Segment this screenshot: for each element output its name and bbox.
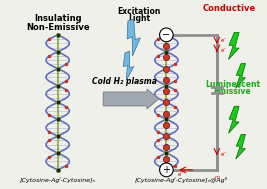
Text: Cold H₂ plasma: Cold H₂ plasma <box>92 77 157 86</box>
Text: [Cytosine-Agᴵ-Cytosine]ₙ@Ag⁰: [Cytosine-Agᴵ-Cytosine]ₙ@Ag⁰ <box>134 177 227 183</box>
Text: e⁻: e⁻ <box>221 48 227 53</box>
Text: +: + <box>162 165 170 175</box>
Circle shape <box>160 163 173 177</box>
Text: Light: Light <box>128 14 150 23</box>
Text: e⁻: e⁻ <box>178 172 184 177</box>
Text: Excitation: Excitation <box>117 7 161 16</box>
Text: e⁻: e⁻ <box>221 38 227 43</box>
Circle shape <box>160 28 173 42</box>
Text: [Cytosine-Agᴵ-Cytosine]ₙ: [Cytosine-Agᴵ-Cytosine]ₙ <box>19 177 96 183</box>
FancyArrow shape <box>103 89 159 109</box>
Polygon shape <box>229 106 239 133</box>
Polygon shape <box>236 64 245 88</box>
Polygon shape <box>229 32 239 59</box>
Text: Luminescent: Luminescent <box>205 80 260 89</box>
Polygon shape <box>236 134 245 159</box>
Text: Non-Emissive: Non-Emissive <box>26 22 89 32</box>
Text: e⁻: e⁻ <box>221 152 227 157</box>
Text: Insulating: Insulating <box>34 14 81 23</box>
Polygon shape <box>127 19 140 56</box>
Polygon shape <box>123 51 134 80</box>
Text: m: m <box>215 175 220 180</box>
Text: Emissive: Emissive <box>214 87 251 96</box>
Text: −: − <box>162 30 170 40</box>
Text: Conductive: Conductive <box>203 4 256 13</box>
